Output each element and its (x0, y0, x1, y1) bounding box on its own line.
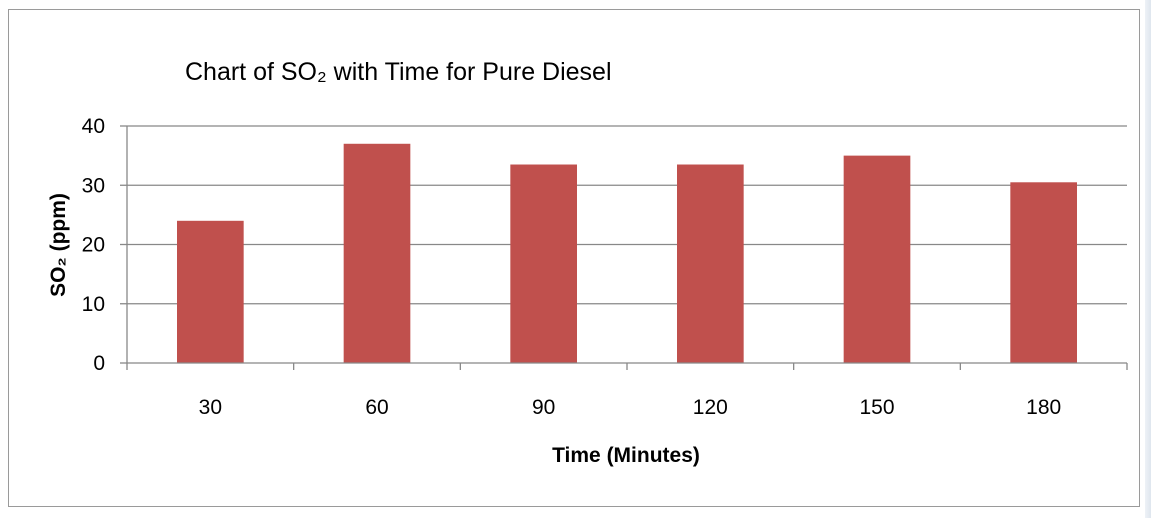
window-edge (1145, 0, 1151, 518)
y-tick-label: 20 (82, 234, 105, 257)
bar (343, 143, 411, 363)
y-tick-label: 40 (82, 115, 105, 138)
x-tick-label: 60 (365, 396, 388, 419)
x-tick-label: 30 (199, 396, 222, 419)
y-axis-title: SO₂ (ppm) (47, 193, 70, 297)
bar (677, 164, 744, 363)
x-tick-label: 120 (693, 396, 728, 419)
axes (120, 125, 1128, 370)
y-tick-label: 0 (93, 352, 105, 375)
bars (177, 143, 1077, 363)
bar (177, 220, 244, 363)
y-tick-label: 30 (82, 174, 105, 197)
x-tick-label: 90 (532, 396, 555, 419)
grid-lines (127, 125, 1127, 305)
chart-title: Chart of SO₂ with Time for Pure Diesel (185, 58, 612, 86)
y-tick-label: 10 (82, 293, 105, 316)
bar (843, 155, 911, 363)
x-tick-label: 180 (1026, 396, 1061, 419)
x-tick-label: 150 (859, 396, 894, 419)
bar (510, 164, 577, 363)
bar (1010, 182, 1077, 363)
x-axis-title: Time (Minutes) (552, 444, 700, 467)
tick-labels: 0 10 20 30 40 30 60 90 120 150 180 (82, 115, 1062, 419)
